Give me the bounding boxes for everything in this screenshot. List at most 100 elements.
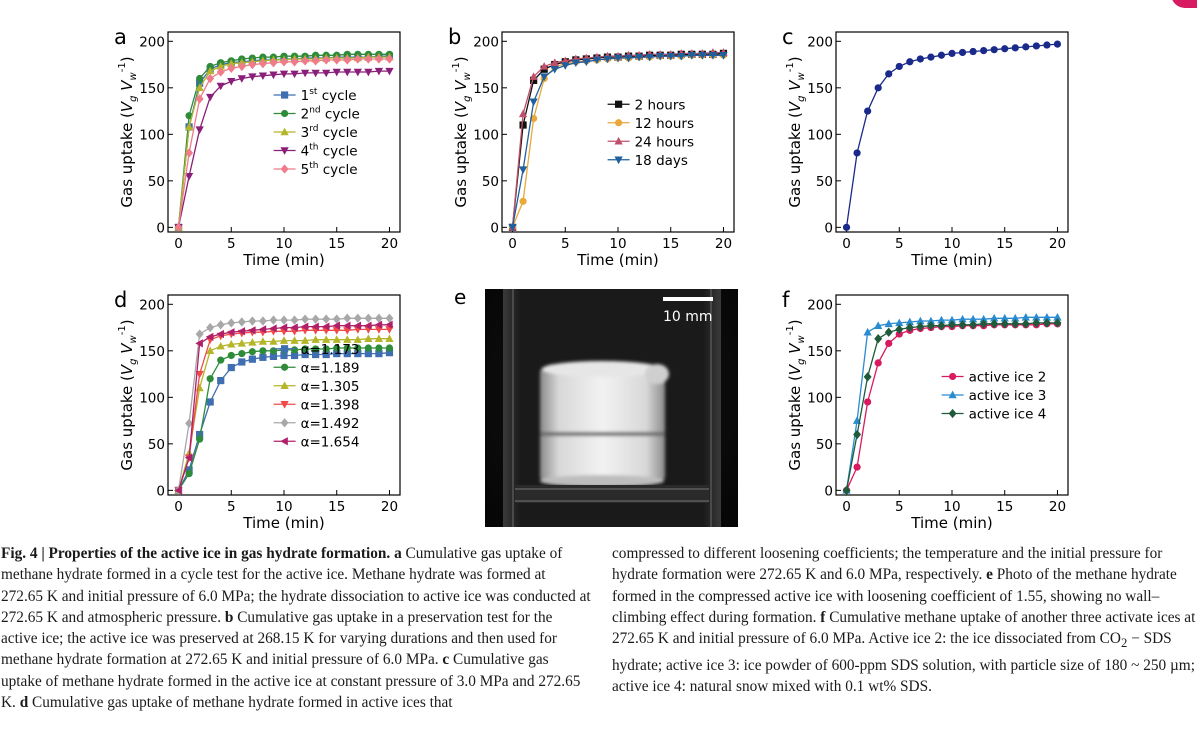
data-point <box>624 54 633 63</box>
data-point <box>227 339 236 348</box>
data-point <box>280 351 288 360</box>
y-tick-label: 100 <box>807 390 833 406</box>
x-tick-label: 15 <box>328 499 345 515</box>
data-point <box>195 383 204 392</box>
data-point <box>571 59 580 68</box>
data-point <box>374 313 383 323</box>
legend-label: α=1.189 <box>301 360 360 376</box>
legend-label: active ice 2 <box>969 370 1047 386</box>
data-point <box>853 463 861 471</box>
data-point <box>322 345 330 353</box>
data-point <box>687 52 696 60</box>
y-tick-label: 200 <box>139 34 165 50</box>
legend-label: active ice 3 <box>969 388 1047 404</box>
panel-letter-f: f <box>782 288 790 312</box>
data-point <box>1053 40 1062 48</box>
data-point <box>937 315 946 324</box>
x-tick-label: 5 <box>227 236 236 252</box>
x-tick-label: 0 <box>174 499 183 515</box>
x-axis-label: Time (min) <box>576 251 658 269</box>
legend-marker <box>280 418 289 428</box>
y-tick-label: 0 <box>824 483 833 499</box>
data-point <box>205 332 214 342</box>
legend-marker <box>280 147 289 155</box>
caption-segment: Cumulative methane uptake of another thr… <box>612 608 1196 648</box>
data-point <box>343 313 352 323</box>
data-point <box>248 338 257 346</box>
data-point <box>237 75 246 83</box>
data-point <box>279 336 289 344</box>
data-point <box>343 335 352 343</box>
x-axis-label: Time (min) <box>242 514 324 532</box>
y-tick-label: 150 <box>139 344 165 360</box>
data-point <box>184 122 194 131</box>
data-point <box>916 316 925 325</box>
data-point <box>980 47 988 55</box>
data-point <box>248 59 257 70</box>
data-point <box>227 363 235 372</box>
data-point <box>342 321 351 330</box>
data-point <box>1011 44 1019 52</box>
legend-label: 1st cycle <box>301 87 357 104</box>
data-point <box>237 339 246 347</box>
data-point <box>206 375 214 383</box>
data-point <box>237 61 246 72</box>
data-point <box>269 337 278 345</box>
y-tick-label: 0 <box>156 220 165 236</box>
data-point <box>550 65 559 74</box>
data-point <box>195 339 203 348</box>
data-point <box>195 94 204 104</box>
x-axis-label: Time (min) <box>242 251 324 269</box>
data-point <box>1032 313 1041 321</box>
x-tick-label: 20 <box>1049 499 1066 515</box>
data-point <box>968 314 978 323</box>
data-point <box>290 57 299 67</box>
data-point <box>196 79 204 87</box>
data-point <box>895 62 903 71</box>
data-point <box>698 52 707 60</box>
hydrate-photo: 10 mm <box>485 289 738 527</box>
data-point <box>947 315 957 324</box>
data-point <box>550 58 559 66</box>
caption-segment: f <box>820 608 826 626</box>
data-point <box>311 335 320 343</box>
data-point <box>374 54 383 64</box>
data-point <box>248 73 257 81</box>
data-point <box>884 319 893 328</box>
data-point <box>863 327 872 336</box>
data-point <box>613 54 623 63</box>
data-point <box>238 358 246 366</box>
corner-tab[interactable] <box>1171 0 1197 8</box>
data-point <box>248 348 256 356</box>
data-point <box>906 58 914 66</box>
data-point <box>364 334 373 342</box>
data-point <box>353 321 362 330</box>
x-tick-label: 10 <box>943 236 960 252</box>
legend-label: α=1.173 <box>301 342 360 358</box>
legend: α=1.173 α=1.189 α=1.305 α=1.398 α=1.492 α=1.6… <box>273 342 360 450</box>
legend-label: α=1.305 <box>301 379 360 395</box>
x-tick-label: 5 <box>227 499 236 515</box>
legend-marker <box>280 127 289 136</box>
data-point <box>269 352 278 360</box>
x-tick-label: 0 <box>174 236 183 252</box>
data-point <box>364 54 373 64</box>
legend-label: 24 hours <box>635 134 694 150</box>
data-point <box>290 323 298 332</box>
data-point <box>561 62 570 70</box>
caption-segment: Cumulative gas uptake of methane hydrate… <box>1 651 581 712</box>
data-point <box>937 51 946 59</box>
data-point <box>206 346 215 355</box>
data-point <box>353 54 362 64</box>
data-point <box>1001 45 1009 53</box>
data-point <box>385 349 394 357</box>
data-point <box>227 78 236 86</box>
data-point <box>518 166 528 174</box>
legend-marker <box>281 91 289 99</box>
data-point <box>885 70 893 78</box>
data-point <box>332 335 341 343</box>
x-tick-label: 10 <box>943 499 960 515</box>
y-tick-label: 100 <box>807 127 833 143</box>
